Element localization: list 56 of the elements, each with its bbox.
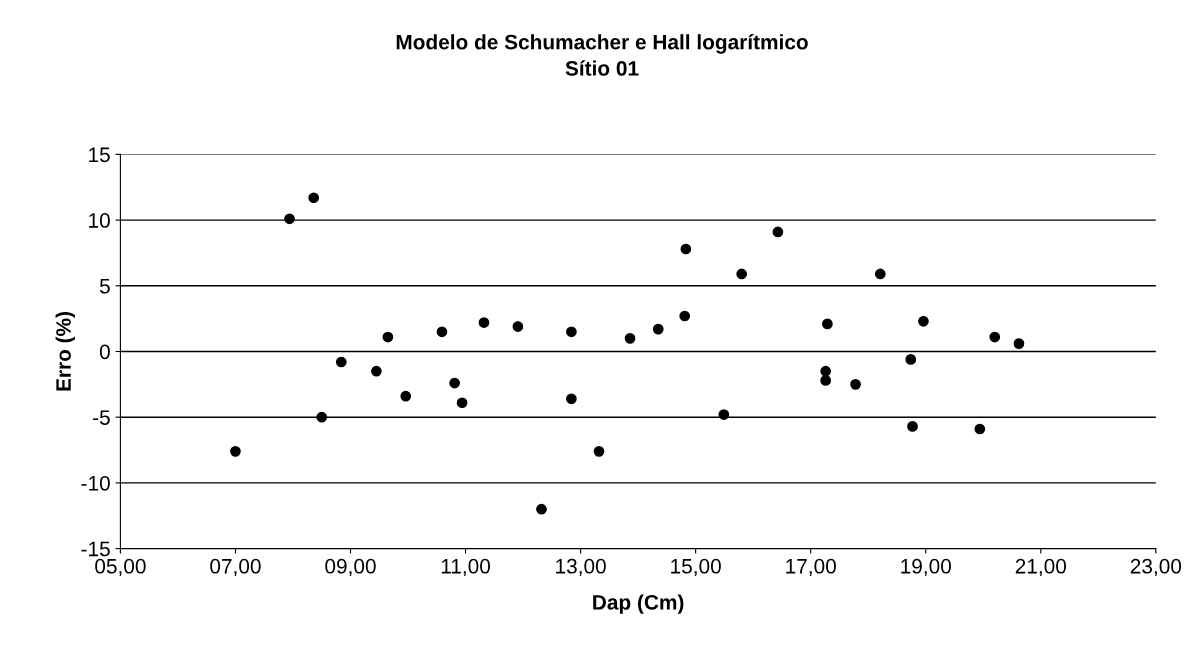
point [371, 365, 382, 377]
y-tick-label: 15 [89, 147, 110, 163]
point [850, 378, 861, 390]
point [624, 333, 636, 344]
x-tick-label: 13,00 [556, 558, 606, 577]
point [382, 331, 394, 343]
point [456, 397, 468, 409]
point [1013, 338, 1025, 349]
chart-subtitle: Sítio 01 [565, 60, 639, 76]
x-tick-label: 15,00 [671, 558, 721, 577]
point [284, 213, 295, 225]
x-axis-title: Dap (Cm) [593, 594, 684, 614]
x-tick-label: 17,00 [786, 558, 836, 577]
y-tick-label: 0 [99, 344, 110, 360]
point [989, 331, 1001, 343]
chart-title: Modelo de Schumacher e Hall logarítmico [396, 34, 808, 54]
y-tick-label: -10 [81, 475, 110, 491]
point [679, 310, 691, 322]
point [566, 393, 577, 405]
point [593, 446, 605, 457]
point [652, 323, 664, 335]
point [436, 326, 448, 338]
point [820, 375, 832, 386]
point [536, 503, 547, 515]
point [736, 268, 748, 280]
y-tick-label: 5 [99, 279, 110, 294]
x-tick-label: 07,00 [210, 558, 261, 577]
point [874, 268, 886, 280]
point [772, 226, 784, 238]
point [478, 317, 490, 328]
y-axis-title: Erro (%) [55, 312, 76, 391]
point [400, 390, 412, 402]
x-tick-label: 09,00 [325, 558, 376, 577]
point [822, 318, 833, 330]
point [316, 411, 328, 423]
point [308, 192, 320, 204]
point [820, 365, 832, 377]
point [512, 321, 524, 332]
y-tick-label: 10 [89, 213, 110, 228]
point [718, 409, 730, 420]
point [918, 315, 929, 327]
point [335, 356, 347, 368]
x-tick-label: 11,00 [441, 558, 491, 577]
point [566, 326, 577, 338]
x-tick-label: 23,00 [1130, 558, 1182, 577]
point [974, 423, 986, 435]
x-tick-label: 21,00 [1015, 558, 1067, 577]
x-tick-label: 05,00 [95, 558, 146, 577]
x-tick-label: 19,00 [901, 558, 951, 577]
y-tick-label: -5 [93, 410, 110, 425]
point [449, 377, 460, 389]
point [905, 354, 917, 365]
point [230, 446, 241, 457]
point [680, 243, 692, 255]
point [907, 421, 918, 432]
y-tick-label: -15 [81, 541, 110, 557]
